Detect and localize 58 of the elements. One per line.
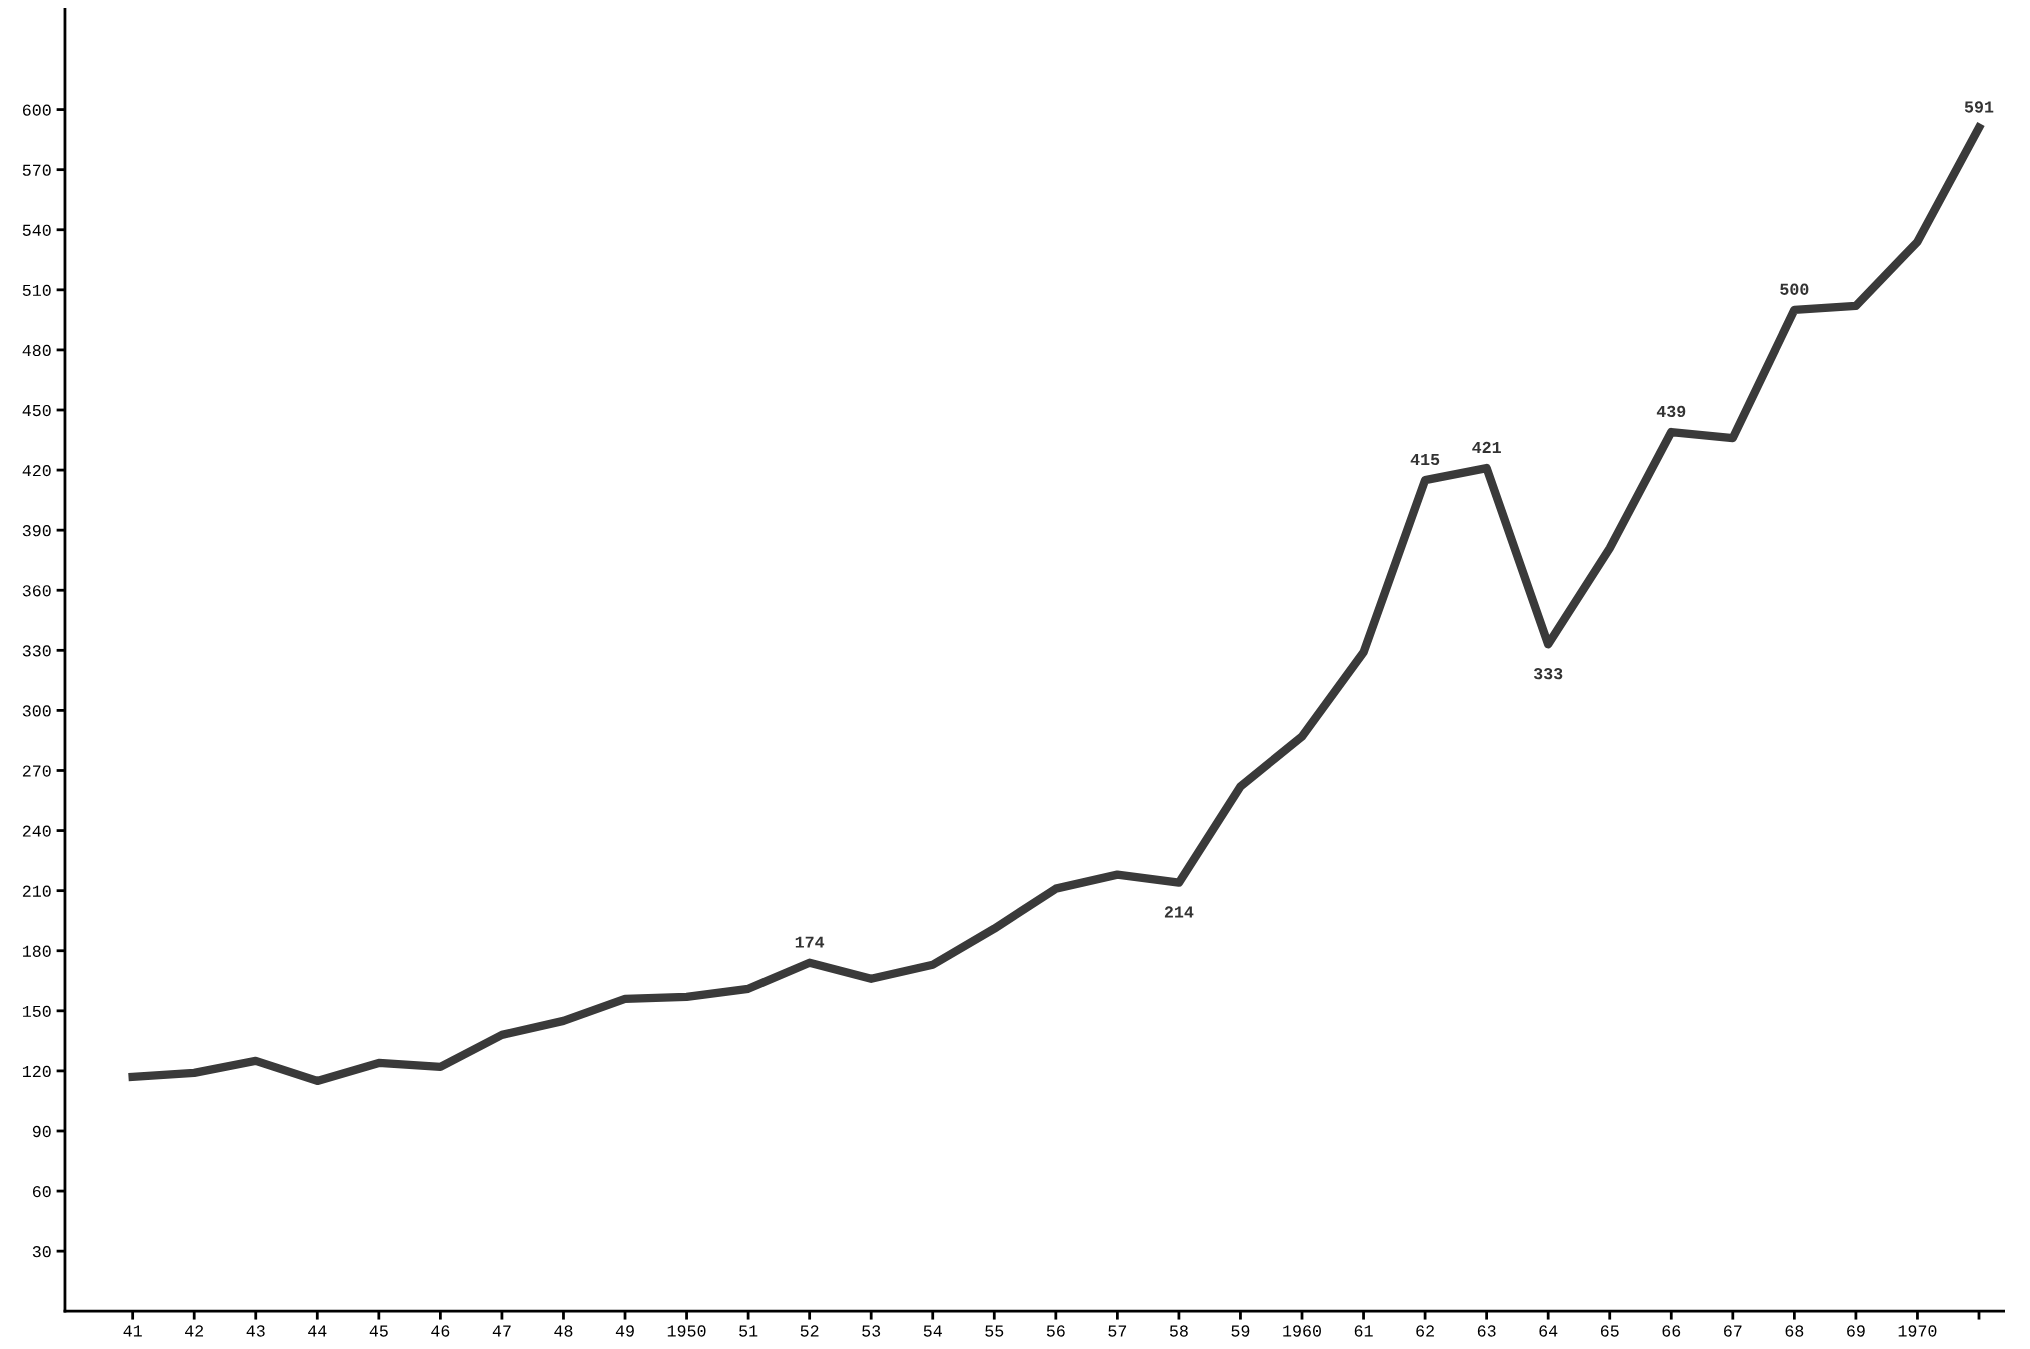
x-tick-label: 63: [1477, 1325, 1496, 1337]
x-tick-label: 45: [369, 1325, 388, 1337]
x-tick-label: 53: [862, 1325, 881, 1337]
x-tick-label: 43: [246, 1325, 265, 1337]
data-label: 214: [1164, 906, 1194, 918]
x-tick-label: 48: [554, 1325, 573, 1337]
data-label: 439: [1656, 405, 1686, 418]
y-tick-label: 240: [22, 825, 51, 837]
y-tick-label: 360: [22, 585, 51, 597]
x-tick-label: 67: [1724, 1325, 1742, 1337]
y-tick-label: 120: [22, 1065, 51, 1078]
x-tick-label: 61: [1354, 1325, 1373, 1337]
x-tick-label: 1960: [1283, 1325, 1321, 1337]
y-tick-label: 480: [22, 344, 51, 357]
y-tick-label: 90: [32, 1125, 51, 1138]
x-tick-label: 58: [1169, 1325, 1188, 1337]
data-label: 500: [1780, 283, 1809, 295]
x-tick-label: 69: [1847, 1325, 1865, 1337]
data-label: 333: [1533, 668, 1563, 680]
y-tick-label: 390: [22, 525, 51, 537]
y-tick-label: 330: [22, 645, 51, 657]
y-tick-label: 180: [22, 945, 51, 957]
x-tick-label: 68: [1785, 1325, 1804, 1337]
x-tick-label: 1950: [667, 1325, 706, 1337]
y-tick-label: 510: [22, 284, 51, 297]
y-tick-label: 600: [22, 104, 51, 116]
x-tick-label: 49: [615, 1325, 634, 1337]
x-tick-label: 47: [492, 1325, 511, 1337]
x-tick-label: 44: [308, 1325, 327, 1337]
x-tick-label: 59: [1231, 1325, 1250, 1337]
y-tick-label: 60: [32, 1185, 51, 1198]
y-tick-label: 450: [22, 404, 51, 417]
x-tick-label: 56: [1046, 1325, 1065, 1337]
y-tick-label: 210: [22, 885, 51, 897]
x-tick-label: 55: [985, 1325, 1004, 1337]
x-tick-label: 66: [1662, 1325, 1681, 1337]
y-tick-label: 30: [32, 1246, 51, 1258]
x-tick-label: 57: [1108, 1325, 1127, 1337]
data-label: 415: [1410, 453, 1440, 466]
x-tick-label: 1970: [1898, 1325, 1937, 1337]
y-tick-label: 540: [22, 224, 51, 236]
x-tick-label: 41: [123, 1325, 142, 1337]
y-tick-label: 270: [22, 765, 51, 777]
x-tick-label: 64: [1539, 1325, 1558, 1337]
x-tick-label: 62: [1416, 1325, 1434, 1337]
data-label: 421: [1472, 441, 1501, 453]
x-tick-label: 54: [923, 1325, 942, 1337]
x-tick-label: 51: [739, 1325, 758, 1337]
y-tick-label: 150: [22, 1005, 51, 1018]
y-tick-label: 300: [22, 705, 51, 717]
x-tick-label: 65: [1600, 1325, 1619, 1337]
data-label: 174: [795, 936, 825, 948]
y-tick-label: 570: [22, 164, 51, 176]
x-tick-label: 42: [185, 1325, 204, 1337]
x-tick-label: 52: [800, 1325, 819, 1337]
x-tick-label: 46: [431, 1325, 450, 1337]
data-label: 591: [1964, 101, 1994, 113]
y-tick-label: 420: [22, 464, 51, 477]
